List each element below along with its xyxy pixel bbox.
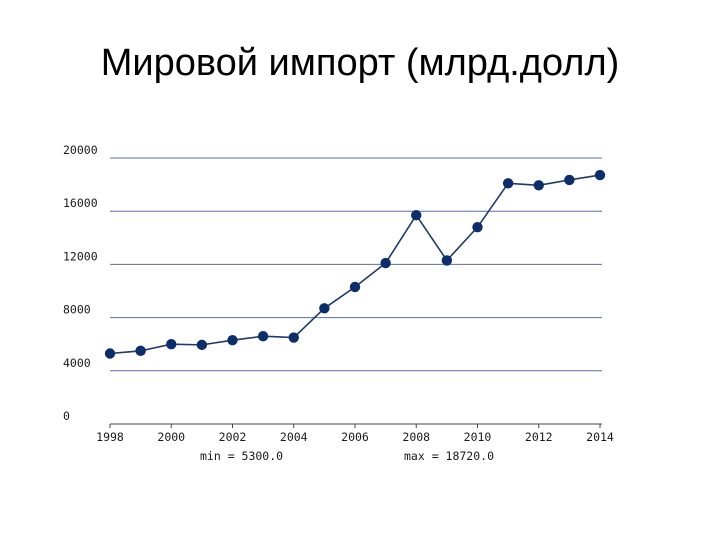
x-tick-label: 2014 [586,430,614,444]
axes [110,423,602,425]
data-point [472,221,483,233]
series [104,169,606,359]
y-tick-label: 0 [63,409,70,423]
data-point [104,348,116,359]
annotations: min = 5300.0 max = 18720.0 [200,449,494,463]
data-point [411,209,422,221]
x-tick-label: 2006 [341,430,369,444]
y-tick-label: 12000 [63,249,98,263]
x-tick-label: 2004 [280,430,308,444]
data-point [502,178,514,189]
data-point [166,339,177,350]
data-point [594,169,606,181]
data-point [441,255,453,266]
data-point [227,335,238,346]
y-tick-label: 4000 [63,356,91,370]
x-tick-label: 2008 [402,430,430,444]
x-tick-label: 2012 [525,430,553,444]
x-tick-labels: 1998 2000 2002 2004 2006 2008 2010 2012 2014 [96,424,614,444]
data-point [135,345,146,357]
min-annotation: min = 5300.0 [200,449,283,463]
x-tick-label: 2002 [219,430,247,444]
data-point [257,331,269,342]
x-tick-label: 1998 [96,430,124,444]
data-point [533,180,544,191]
slide-title: Мировой импорт (млрд.долл) [100,42,620,84]
data-point [288,332,299,343]
grid-lines [110,157,602,372]
y-tick-label: 20000 [63,143,98,157]
x-tick-label: 2010 [464,430,492,444]
data-point [319,303,330,314]
data-point [196,339,208,351]
data-point [349,281,361,293]
data-point [564,174,575,186]
max-annotation: max = 18720.0 [404,449,494,463]
x-tick-label: 2000 [157,430,185,444]
y-tick-label: 8000 [63,303,91,317]
y-tick-label: 16000 [63,196,98,210]
y-tick-labels: 0 4000 8000 12000 16000 20000 [63,143,98,423]
data-point [380,257,391,269]
